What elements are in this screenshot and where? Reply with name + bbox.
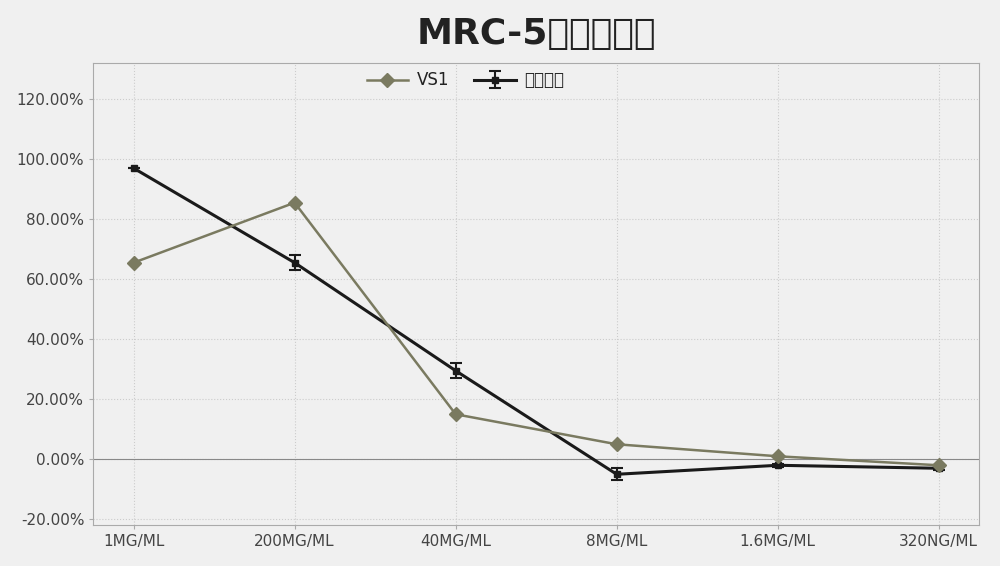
VS1 xyxy=(128,259,140,266)
VS1 xyxy=(450,411,462,418)
Line: VS1: VS1 xyxy=(129,198,944,470)
VS1 xyxy=(611,441,623,448)
Title: MRC-5细胞抑制率: MRC-5细胞抑制率 xyxy=(416,16,656,51)
VS1 xyxy=(772,453,784,460)
VS1 xyxy=(933,462,945,469)
VS1 xyxy=(289,199,301,206)
Legend: VS1, 尼莫司丁: VS1, 尼莫司丁 xyxy=(367,71,564,89)
